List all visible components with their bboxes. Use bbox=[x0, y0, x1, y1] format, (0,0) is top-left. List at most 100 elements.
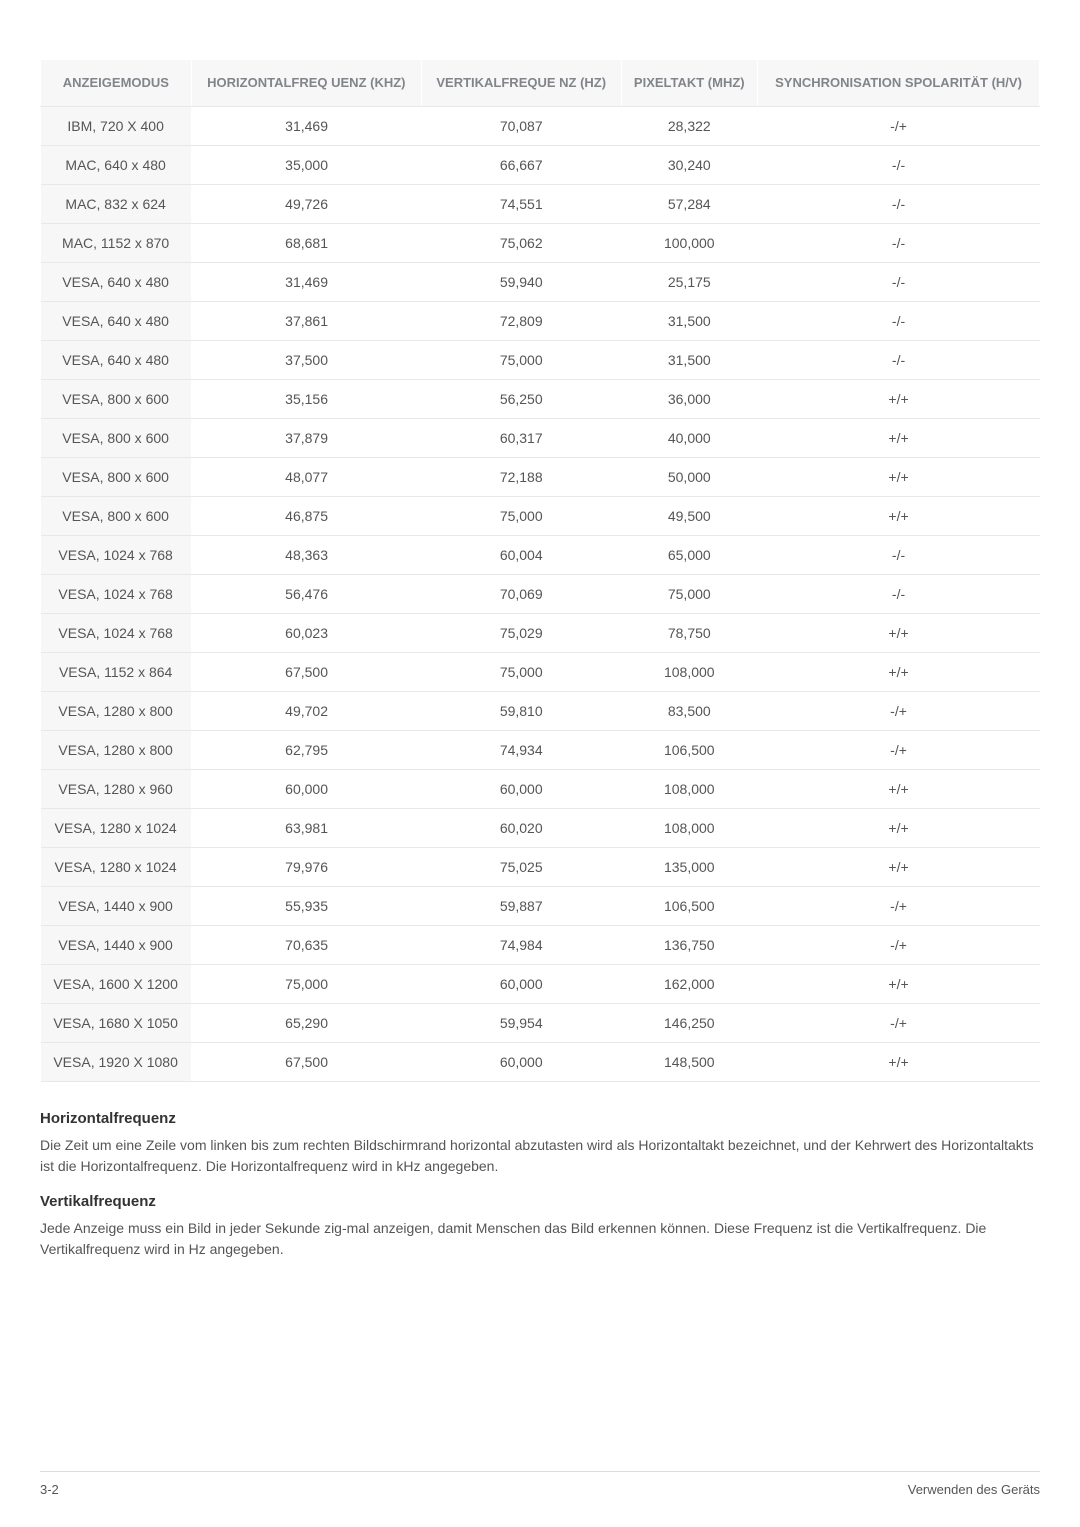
table-row: VESA, 1024 x 76848,36360,00465,000-/- bbox=[41, 536, 1040, 575]
table-cell: 36,000 bbox=[621, 380, 758, 419]
table-cell: IBM, 720 X 400 bbox=[41, 107, 192, 146]
table-cell: 72,809 bbox=[421, 302, 621, 341]
table-cell: 75,029 bbox=[421, 614, 621, 653]
table-cell: VESA, 1152 x 864 bbox=[41, 653, 192, 692]
table-cell: 70,635 bbox=[191, 926, 421, 965]
table-cell: 74,551 bbox=[421, 185, 621, 224]
table-cell: 49,702 bbox=[191, 692, 421, 731]
section-vertikalfrequenz: Vertikalfrequenz Jede Anzeige muss ein B… bbox=[40, 1193, 1040, 1260]
table-cell: VESA, 1280 x 1024 bbox=[41, 848, 192, 887]
table-row: VESA, 1024 x 76860,02375,02978,750+/+ bbox=[41, 614, 1040, 653]
table-cell: 70,069 bbox=[421, 575, 621, 614]
text-horizontalfrequenz: Die Zeit um eine Zeile vom linken bis zu… bbox=[40, 1135, 1040, 1177]
table-cell: -/- bbox=[758, 224, 1040, 263]
table-cell: VESA, 1024 x 768 bbox=[41, 575, 192, 614]
table-cell: VESA, 800 x 600 bbox=[41, 380, 192, 419]
table-cell: -/- bbox=[758, 263, 1040, 302]
table-cell: -/+ bbox=[758, 107, 1040, 146]
table-cell: 60,317 bbox=[421, 419, 621, 458]
table-cell: 59,940 bbox=[421, 263, 621, 302]
text-vertikalfrequenz: Jede Anzeige muss ein Bild in jeder Seku… bbox=[40, 1218, 1040, 1260]
table-cell: 83,500 bbox=[621, 692, 758, 731]
table-cell: 108,000 bbox=[621, 770, 758, 809]
table-cell: VESA, 1280 x 960 bbox=[41, 770, 192, 809]
table-row: VESA, 800 x 60046,87575,00049,500+/+ bbox=[41, 497, 1040, 536]
display-modes-table: ANZEIGEMODUS HORIZONTALFREQ UENZ (KHZ) V… bbox=[40, 60, 1040, 1082]
table-cell: +/+ bbox=[758, 770, 1040, 809]
table-row: VESA, 800 x 60037,87960,31740,000+/+ bbox=[41, 419, 1040, 458]
table-cell: 75,000 bbox=[621, 575, 758, 614]
table-cell: 148,500 bbox=[621, 1043, 758, 1082]
table-cell: 37,879 bbox=[191, 419, 421, 458]
table-cell: 67,500 bbox=[191, 1043, 421, 1082]
table-cell: 67,500 bbox=[191, 653, 421, 692]
table-cell: -/+ bbox=[758, 692, 1040, 731]
table-row: VESA, 1440 x 90070,63574,984136,750-/+ bbox=[41, 926, 1040, 965]
table-cell: -/+ bbox=[758, 731, 1040, 770]
page-number: 3-2 bbox=[40, 1482, 59, 1497]
col-vertikalfreq: VERTIKALFREQUE NZ (HZ) bbox=[421, 60, 621, 107]
table-cell: 70,087 bbox=[421, 107, 621, 146]
col-horizontalfreq: HORIZONTALFREQ UENZ (KHZ) bbox=[191, 60, 421, 107]
table-cell: 74,934 bbox=[421, 731, 621, 770]
table-row: VESA, 640 x 48037,50075,00031,500-/- bbox=[41, 341, 1040, 380]
heading-horizontalfrequenz: Horizontalfrequenz bbox=[40, 1110, 1040, 1127]
table-cell: 75,000 bbox=[421, 341, 621, 380]
table-cell: 75,000 bbox=[191, 965, 421, 1004]
table-row: VESA, 1600 X 120075,00060,000162,000+/+ bbox=[41, 965, 1040, 1004]
table-cell: VESA, 1024 x 768 bbox=[41, 614, 192, 653]
table-cell: VESA, 1600 X 1200 bbox=[41, 965, 192, 1004]
table-cell: 146,250 bbox=[621, 1004, 758, 1043]
table-cell: 48,363 bbox=[191, 536, 421, 575]
table-cell: VESA, 640 x 480 bbox=[41, 302, 192, 341]
table-cell: 49,500 bbox=[621, 497, 758, 536]
table-cell: +/+ bbox=[758, 458, 1040, 497]
table-cell: VESA, 1280 x 800 bbox=[41, 692, 192, 731]
table-cell: -/- bbox=[758, 146, 1040, 185]
table-cell: 31,469 bbox=[191, 107, 421, 146]
table-cell: 79,976 bbox=[191, 848, 421, 887]
table-cell: 37,861 bbox=[191, 302, 421, 341]
table-row: VESA, 1024 x 76856,47670,06975,000-/- bbox=[41, 575, 1040, 614]
table-cell: 25,175 bbox=[621, 263, 758, 302]
table-cell: 135,000 bbox=[621, 848, 758, 887]
table-cell: 78,750 bbox=[621, 614, 758, 653]
col-pixeltakt: PIXELTAKT (MHZ) bbox=[621, 60, 758, 107]
table-cell: 56,476 bbox=[191, 575, 421, 614]
table-body: IBM, 720 X 40031,46970,08728,322-/+MAC, … bbox=[41, 107, 1040, 1082]
table-cell: 106,500 bbox=[621, 731, 758, 770]
table-cell: 28,322 bbox=[621, 107, 758, 146]
table-cell: 50,000 bbox=[621, 458, 758, 497]
table-cell: VESA, 1280 x 1024 bbox=[41, 809, 192, 848]
table-cell: 162,000 bbox=[621, 965, 758, 1004]
table-cell: +/+ bbox=[758, 419, 1040, 458]
table-cell: 66,667 bbox=[421, 146, 621, 185]
table-cell: 75,000 bbox=[421, 653, 621, 692]
table-cell: VESA, 800 x 600 bbox=[41, 497, 192, 536]
table-row: VESA, 1920 X 108067,50060,000148,500+/+ bbox=[41, 1043, 1040, 1082]
table-row: VESA, 1280 x 96060,00060,000108,000+/+ bbox=[41, 770, 1040, 809]
table-cell: 75,062 bbox=[421, 224, 621, 263]
table-cell: -/- bbox=[758, 575, 1040, 614]
table-cell: VESA, 800 x 600 bbox=[41, 419, 192, 458]
table-cell: 60,023 bbox=[191, 614, 421, 653]
table-cell: 55,935 bbox=[191, 887, 421, 926]
table-cell: 40,000 bbox=[621, 419, 758, 458]
table-cell: VESA, 1280 x 800 bbox=[41, 731, 192, 770]
table-cell: MAC, 640 x 480 bbox=[41, 146, 192, 185]
table-cell: 106,500 bbox=[621, 887, 758, 926]
table-header-row: ANZEIGEMODUS HORIZONTALFREQ UENZ (KHZ) V… bbox=[41, 60, 1040, 107]
table-row: VESA, 1680 X 105065,29059,954146,250-/+ bbox=[41, 1004, 1040, 1043]
table-cell: +/+ bbox=[758, 965, 1040, 1004]
table-cell: 74,984 bbox=[421, 926, 621, 965]
table-cell: +/+ bbox=[758, 653, 1040, 692]
table-row: IBM, 720 X 40031,46970,08728,322-/+ bbox=[41, 107, 1040, 146]
table-cell: MAC, 1152 x 870 bbox=[41, 224, 192, 263]
table-row: MAC, 832 x 62449,72674,55157,284-/- bbox=[41, 185, 1040, 224]
table-cell: VESA, 1024 x 768 bbox=[41, 536, 192, 575]
table-cell: -/- bbox=[758, 341, 1040, 380]
table-cell: 108,000 bbox=[621, 653, 758, 692]
table-row: MAC, 1152 x 87068,68175,062100,000-/- bbox=[41, 224, 1040, 263]
table-cell: VESA, 800 x 600 bbox=[41, 458, 192, 497]
table-cell: +/+ bbox=[758, 497, 1040, 536]
